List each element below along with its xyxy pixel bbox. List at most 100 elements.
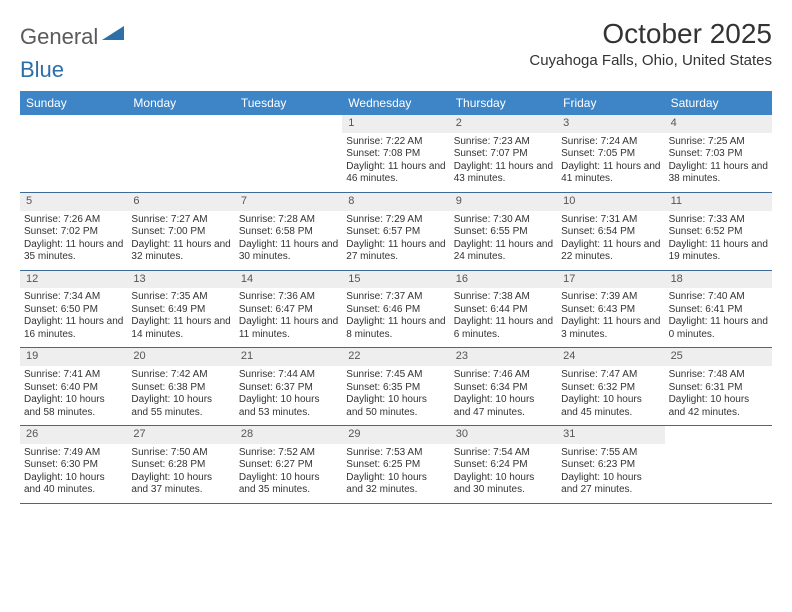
sunset-text: Sunset: 7:02 PM [24,226,123,239]
calendar: Sunday Monday Tuesday Wednesday Thursday… [20,91,772,504]
sunset-text: Sunset: 6:32 PM [561,382,660,395]
sunset-text: Sunset: 7:07 PM [454,148,553,161]
calendar-cell: 13Sunrise: 7:35 AMSunset: 6:49 PMDayligh… [127,271,234,348]
daylight-text: Daylight: 11 hours and 27 minutes. [346,239,445,264]
sunset-text: Sunset: 6:28 PM [131,459,230,472]
sunrise-text: Sunrise: 7:26 AM [24,214,123,227]
day-number: 4 [665,115,772,133]
daylight-text: Daylight: 10 hours and 40 minutes. [24,472,123,497]
day-number: 5 [20,193,127,211]
sunrise-text: Sunrise: 7:40 AM [669,291,768,304]
calendar-cell: 19Sunrise: 7:41 AMSunset: 6:40 PMDayligh… [20,348,127,425]
sunset-text: Sunset: 6:35 PM [346,382,445,395]
calendar-cell: 7Sunrise: 7:28 AMSunset: 6:58 PMDaylight… [235,193,342,270]
daylight-text: Daylight: 11 hours and 3 minutes. [561,316,660,341]
sunset-text: Sunset: 6:52 PM [669,226,768,239]
calendar-cell: 6Sunrise: 7:27 AMSunset: 7:00 PMDaylight… [127,193,234,270]
calendar-cell: 8Sunrise: 7:29 AMSunset: 6:57 PMDaylight… [342,193,449,270]
calendar-cell: 27Sunrise: 7:50 AMSunset: 6:28 PMDayligh… [127,426,234,503]
sunrise-text: Sunrise: 7:22 AM [346,136,445,149]
calendar-cell: 10Sunrise: 7:31 AMSunset: 6:54 PMDayligh… [557,193,664,270]
daylight-text: Daylight: 10 hours and 35 minutes. [239,472,338,497]
calendar-cell: 29Sunrise: 7:53 AMSunset: 6:25 PMDayligh… [342,426,449,503]
sunset-text: Sunset: 6:50 PM [24,304,123,317]
day-header-thu: Thursday [450,91,557,115]
sunrise-text: Sunrise: 7:50 AM [131,447,230,460]
day-number: 26 [20,426,127,444]
calendar-cell: 16Sunrise: 7:38 AMSunset: 6:44 PMDayligh… [450,271,557,348]
calendar-cell: 26 Sunrise: 7:49 AMSunset: 6:30 PMDayligh… [20,426,127,503]
calendar-cell: 20Sunrise: 7:42 AMSunset: 6:38 PMDayligh… [127,348,234,425]
day-number: 14 [235,271,342,289]
daylight-text: Daylight: 11 hours and 38 minutes. [669,161,768,186]
calendar-cell [235,115,342,192]
title-block: October 2025 Cuyahoga Falls, Ohio, Unite… [529,18,772,69]
sunset-text: Sunset: 6:43 PM [561,304,660,317]
sunrise-text: Sunrise: 7:35 AM [131,291,230,304]
daylight-text: Daylight: 11 hours and 0 minutes. [669,316,768,341]
daylight-text: Daylight: 11 hours and 46 minutes. [346,161,445,186]
sunset-text: Sunset: 6:23 PM [561,459,660,472]
sunrise-text: Sunrise: 7:38 AM [454,291,553,304]
calendar-cell: 4Sunrise: 7:25 AMSunset: 7:03 PMDaylight… [665,115,772,192]
daylight-text: Daylight: 11 hours and 6 minutes. [454,316,553,341]
logo-word2: Blue [20,57,64,83]
day-header-sat: Saturday [665,91,772,115]
calendar-cell: 14Sunrise: 7:36 AMSunset: 6:47 PMDayligh… [235,271,342,348]
day-number: 24 [557,348,664,366]
sunrise-text: Sunrise: 7:24 AM [561,136,660,149]
sunset-text: Sunset: 7:05 PM [561,148,660,161]
day-number: 2 [450,115,557,133]
calendar-cell: 2Sunrise: 7:23 AMSunset: 7:07 PMDaylight… [450,115,557,192]
sunrise-text: Sunrise: 7:41 AM [24,369,123,382]
sunset-text: Sunset: 7:03 PM [669,148,768,161]
sunrise-text: Sunrise: 7:27 AM [131,214,230,227]
sunrise-text: Sunrise: 7:48 AM [669,369,768,382]
daylight-text: Daylight: 11 hours and 41 minutes. [561,161,660,186]
daylight-text: Daylight: 11 hours and 16 minutes. [24,316,123,341]
calendar-cell: 24Sunrise: 7:47 AMSunset: 6:32 PMDayligh… [557,348,664,425]
sunset-text: Sunset: 6:27 PM [239,459,338,472]
calendar-cell: 28Sunrise: 7:52 AMSunset: 6:27 PMDayligh… [235,426,342,503]
calendar-cell: 25Sunrise: 7:48 AMSunset: 6:31 PMDayligh… [665,348,772,425]
calendar-cell: 1Sunrise: 7:22 AMSunset: 7:08 PMDaylight… [342,115,449,192]
daylight-text: Daylight: 10 hours and 50 minutes. [346,394,445,419]
week-row: 1Sunrise: 7:22 AMSunset: 7:08 PMDaylight… [20,115,772,193]
day-header-mon: Monday [127,91,234,115]
day-header-sun: Sunday [20,91,127,115]
sunrise-text: Sunrise: 7:39 AM [561,291,660,304]
sunset-text: Sunset: 6:30 PM [24,459,123,472]
day-number: 29 [342,426,449,444]
sunset-text: Sunset: 6:24 PM [454,459,553,472]
sunrise-text: Sunrise: 7:49 AM [24,447,123,460]
sunset-text: Sunset: 6:31 PM [669,382,768,395]
sunset-text: Sunset: 6:38 PM [131,382,230,395]
daylight-text: Daylight: 11 hours and 19 minutes. [669,239,768,264]
daylight-text: Daylight: 10 hours and 30 minutes. [454,472,553,497]
sunrise-text: Sunrise: 7:33 AM [669,214,768,227]
sunset-text: Sunset: 6:58 PM [239,226,338,239]
daylight-text: Daylight: 11 hours and 30 minutes. [239,239,338,264]
calendar-cell: 18Sunrise: 7:40 AMSunset: 6:41 PMDayligh… [665,271,772,348]
daylight-text: Daylight: 11 hours and 32 minutes. [131,239,230,264]
weeks-container: 1Sunrise: 7:22 AMSunset: 7:08 PMDaylight… [20,115,772,504]
sunrise-text: Sunrise: 7:53 AM [346,447,445,460]
sunrise-text: Sunrise: 7:31 AM [561,214,660,227]
day-number: 30 [450,426,557,444]
calendar-cell: 30Sunrise: 7:54 AMSunset: 6:24 PMDayligh… [450,426,557,503]
daylight-text: Daylight: 10 hours and 55 minutes. [131,394,230,419]
sunrise-text: Sunrise: 7:30 AM [454,214,553,227]
sunrise-text: Sunrise: 7:55 AM [561,447,660,460]
daylight-text: Daylight: 10 hours and 58 minutes. [24,394,123,419]
sunrise-text: Sunrise: 7:47 AM [561,369,660,382]
calendar-cell: 17Sunrise: 7:39 AMSunset: 6:43 PMDayligh… [557,271,664,348]
day-header-row: Sunday Monday Tuesday Wednesday Thursday… [20,91,772,115]
sunset-text: Sunset: 7:08 PM [346,148,445,161]
logo: General [20,18,126,50]
daylight-text: Daylight: 10 hours and 27 minutes. [561,472,660,497]
day-number: 20 [127,348,234,366]
daylight-text: Daylight: 11 hours and 8 minutes. [346,316,445,341]
sunset-text: Sunset: 6:44 PM [454,304,553,317]
daylight-text: Daylight: 11 hours and 11 minutes. [239,316,338,341]
sunrise-text: Sunrise: 7:29 AM [346,214,445,227]
